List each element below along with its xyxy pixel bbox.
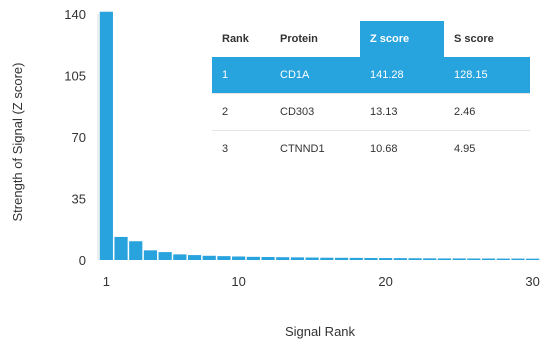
cell-rank: 3	[212, 130, 270, 167]
cell-rank: 2	[212, 93, 270, 131]
cell-s-score: 2.46	[444, 93, 530, 131]
bar-rank-4	[143, 250, 158, 260]
bar-rank-1	[99, 11, 113, 260]
bar-rank-3	[129, 241, 143, 260]
x-tick-labels: 1 10 20 30	[103, 274, 540, 289]
y-tick-label: 105	[64, 69, 86, 84]
bar-rank-9	[217, 256, 231, 260]
table-header-row: Rank Protein Z score S score	[212, 21, 530, 57]
header-s-score: S score	[454, 33, 494, 45]
header-z-score: Z score	[360, 21, 444, 57]
cell-z-score: 13.13	[360, 93, 444, 131]
bar-rank-24	[437, 258, 452, 260]
cell-rank: 1	[212, 57, 270, 94]
bar-rank-28	[496, 258, 510, 260]
cell-s-score: 4.95	[444, 130, 530, 167]
bar-rank-11	[246, 256, 260, 260]
x-tick-label: 1	[103, 274, 110, 289]
bar-rank-26	[467, 258, 481, 260]
y-tick-labels: 0 35 70 105 140	[64, 7, 86, 268]
y-axis-label: Strength of Signal (Z score)	[10, 63, 25, 222]
bar-rank-16	[320, 257, 334, 260]
cell-protein: CD303	[270, 93, 360, 131]
bar-rank-5	[158, 252, 172, 260]
x-axis-label: Signal Rank	[285, 324, 356, 339]
bar-rank-13	[276, 257, 290, 260]
cell-protein: CTNND1	[270, 130, 360, 167]
bar-rank-27	[481, 258, 496, 260]
bar-rank-17	[334, 257, 349, 260]
bar-rank-18	[349, 257, 363, 260]
cell-z-score: 141.28	[360, 57, 444, 94]
score-table: Rank Protein Z score S score 1 CD1A 141.…	[212, 21, 530, 167]
bar-rank-12	[261, 257, 275, 260]
x-tick-label: 10	[231, 274, 245, 289]
bar-rank-23	[423, 258, 437, 260]
bar-rank-19	[364, 257, 378, 260]
x-tick-label: 30	[525, 274, 539, 289]
header-protein: Protein	[280, 33, 318, 45]
y-tick-label: 0	[79, 253, 86, 268]
bar-rank-25	[452, 258, 466, 260]
bar-rank-15	[305, 257, 319, 260]
bar-rank-30	[526, 258, 540, 260]
bar-rank-7	[187, 255, 202, 260]
cell-protein: CD1A	[270, 57, 360, 94]
y-tick-label: 140	[64, 7, 86, 22]
bar-rank-29	[511, 258, 525, 260]
bar-rank-10	[232, 256, 246, 260]
cell-s-score: 128.15	[444, 57, 530, 94]
bar-rank-22	[408, 258, 422, 260]
bar-series	[99, 11, 540, 260]
table-row: 2 CD303 13.13 2.46	[212, 93, 530, 131]
bar-rank-2	[114, 236, 128, 260]
bar-rank-20	[379, 258, 393, 260]
bar-rank-8	[202, 255, 216, 260]
bar-rank-6	[173, 254, 187, 260]
cell-z-score: 10.68	[360, 130, 444, 167]
table-row: 1 CD1A 141.28 128.15	[212, 57, 530, 94]
header-rank: Rank	[222, 33, 249, 45]
bar-rank-21	[393, 258, 407, 260]
bar-rank-14	[290, 257, 305, 260]
x-tick-label: 20	[378, 274, 392, 289]
y-tick-label: 35	[72, 192, 86, 207]
y-tick-label: 70	[72, 130, 86, 145]
table-row: 3 CTNND1 10.68 4.95	[212, 130, 530, 167]
